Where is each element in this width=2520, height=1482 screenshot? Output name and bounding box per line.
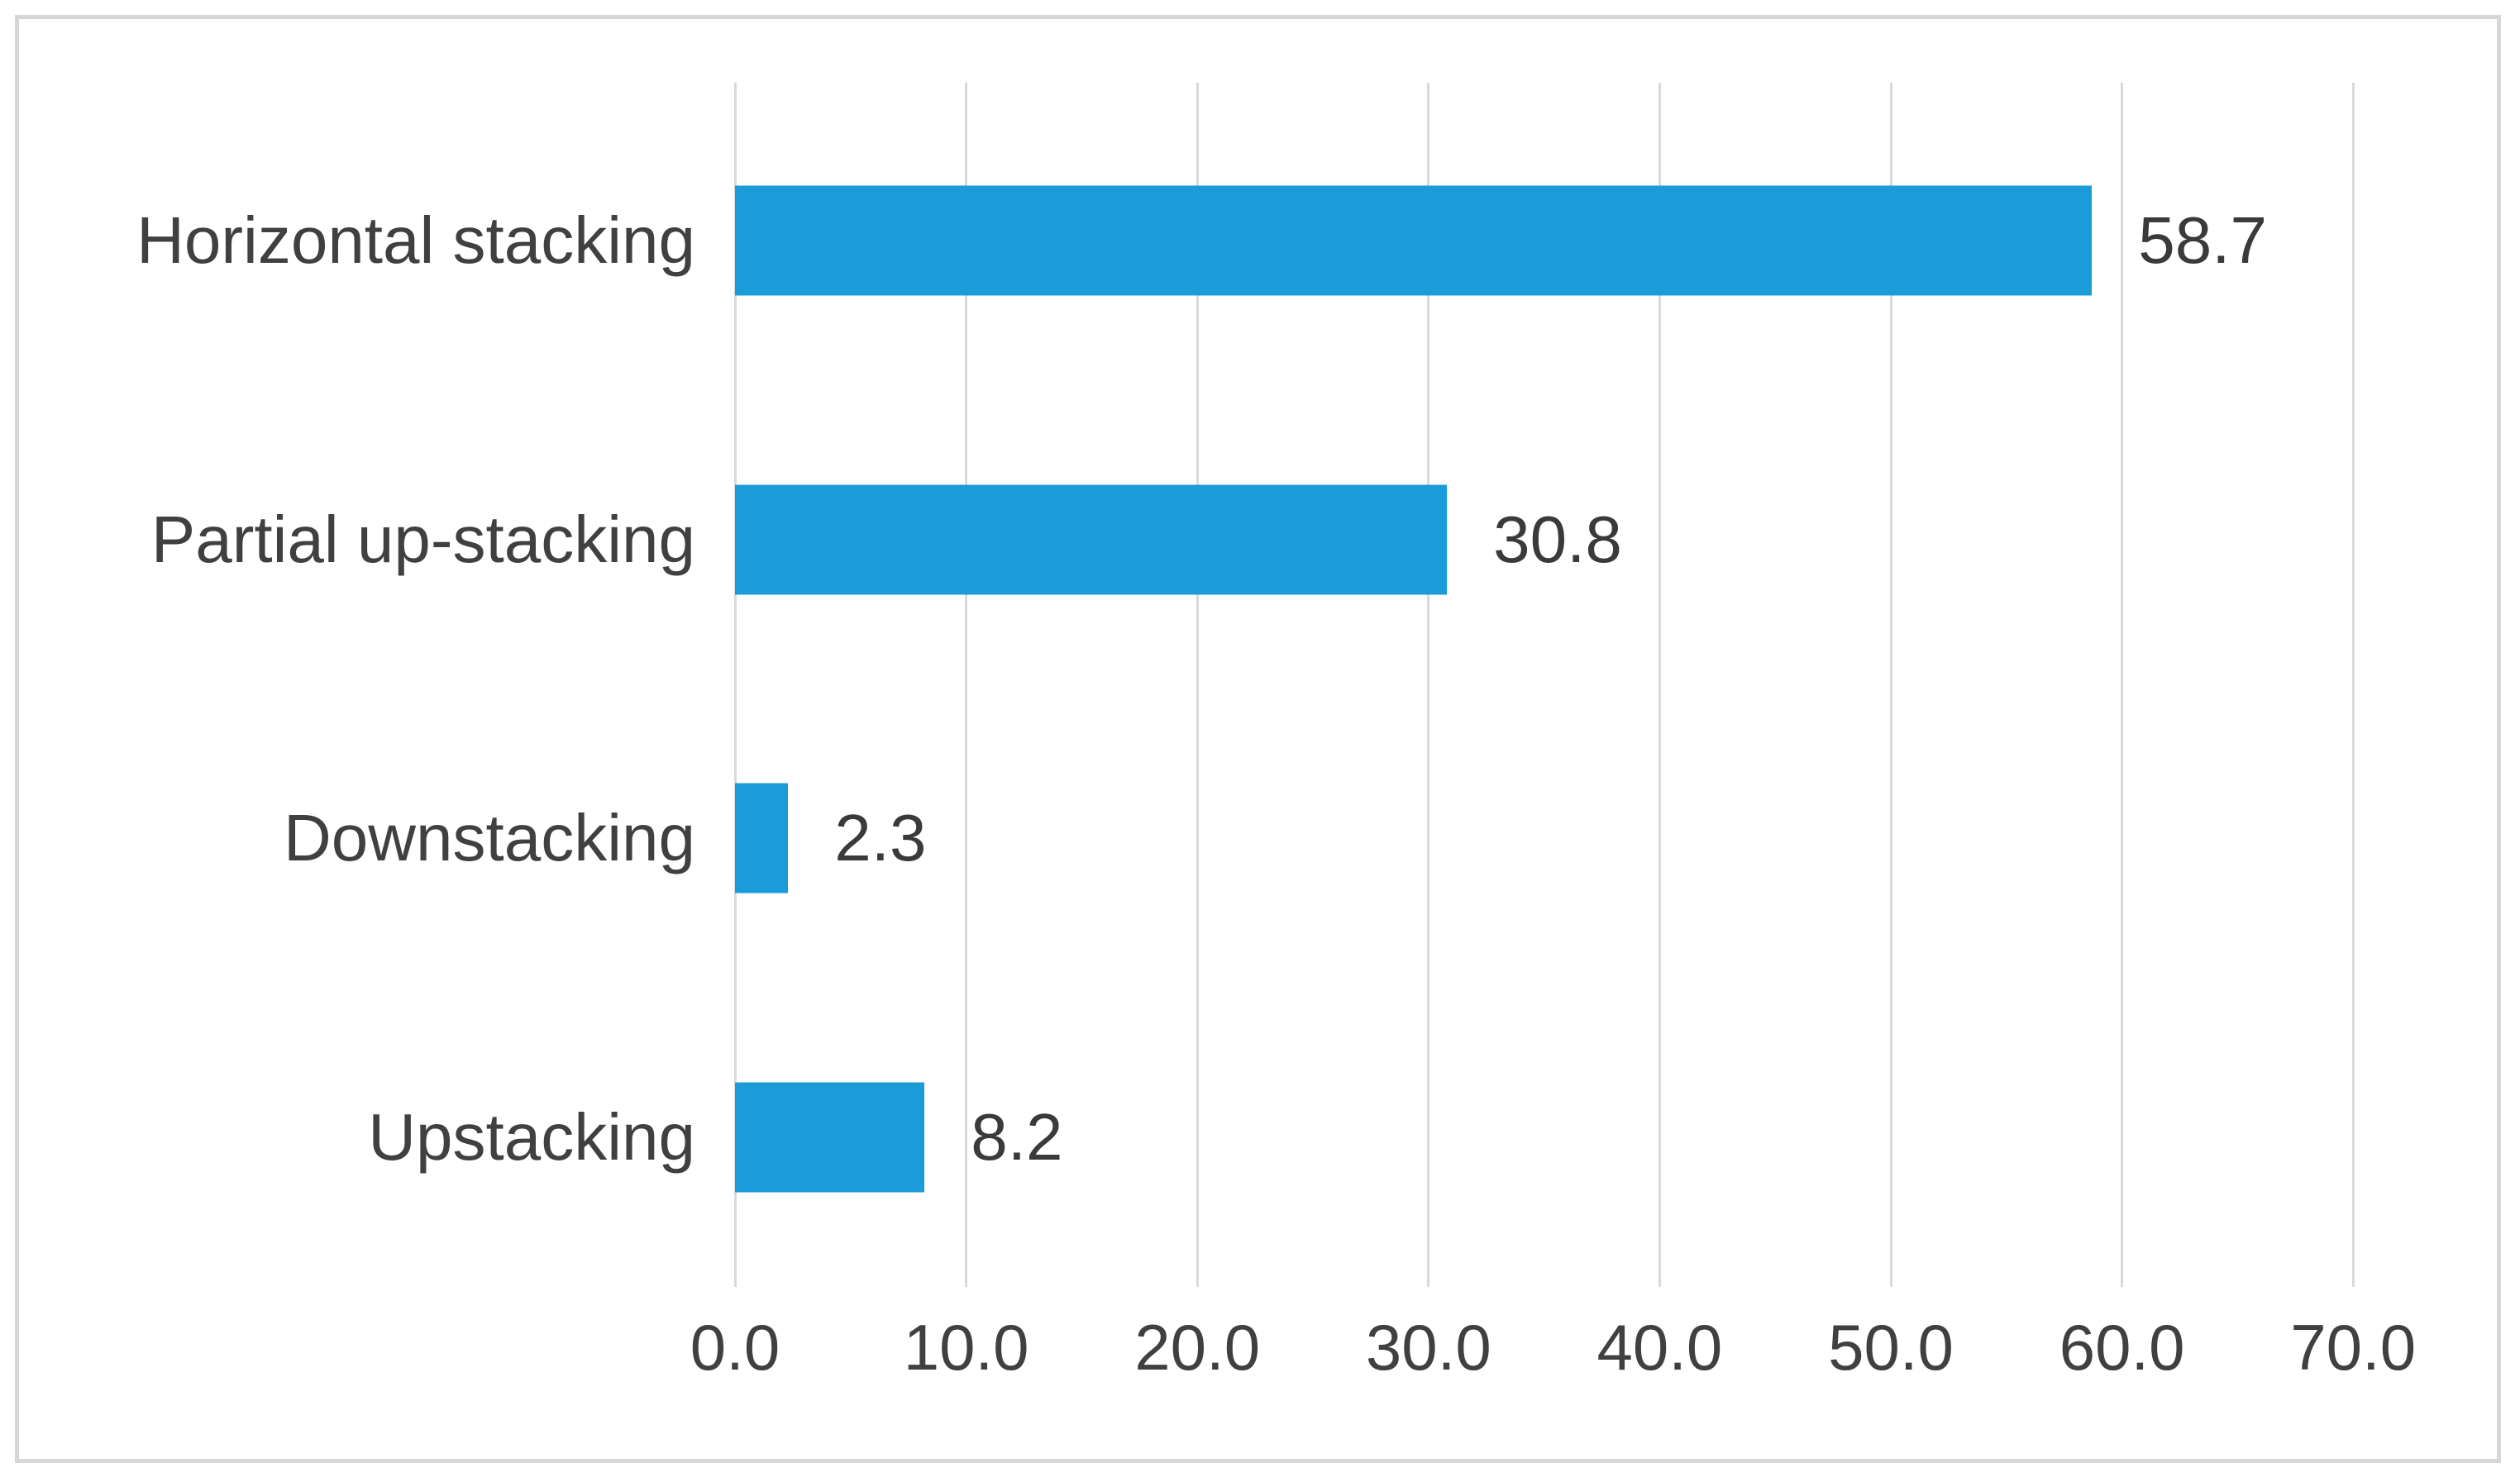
bar	[735, 185, 2093, 296]
category-label: Horizontal stacking	[136, 203, 695, 277]
x-axis-tick-label: 50.0	[1828, 1311, 1954, 1384]
bar	[735, 484, 1448, 595]
gridline	[1658, 83, 1661, 1287]
value-label: 58.7	[2138, 203, 2267, 277]
x-axis-tick-label: 20.0	[1134, 1311, 1261, 1384]
x-axis-tick-label: 60.0	[2059, 1311, 2185, 1384]
category-label: Upstacking	[368, 1100, 695, 1175]
gridline	[1427, 83, 1430, 1287]
value-label: 2.3	[834, 801, 927, 875]
gridline	[1889, 83, 1892, 1287]
x-axis-tick-label: 70.0	[2290, 1311, 2417, 1384]
gridline	[733, 83, 737, 1287]
gridline	[1196, 83, 1199, 1287]
gridline	[965, 83, 968, 1287]
x-axis-tick-label: 30.0	[1365, 1311, 1491, 1384]
category-label: Partial up-stacking	[150, 502, 695, 576]
value-label: 30.8	[1493, 502, 1622, 576]
value-label: 8.2	[971, 1100, 1063, 1175]
bar	[735, 783, 789, 893]
x-axis-tick-label: 40.0	[1596, 1311, 1723, 1384]
x-axis-tick-label: 10.0	[903, 1311, 1029, 1384]
x-axis-tick-label: 0.0	[690, 1311, 780, 1384]
category-label: Downstacking	[283, 801, 695, 875]
gridline	[2121, 83, 2124, 1287]
gridline	[2351, 83, 2355, 1287]
bar	[735, 1082, 925, 1193]
